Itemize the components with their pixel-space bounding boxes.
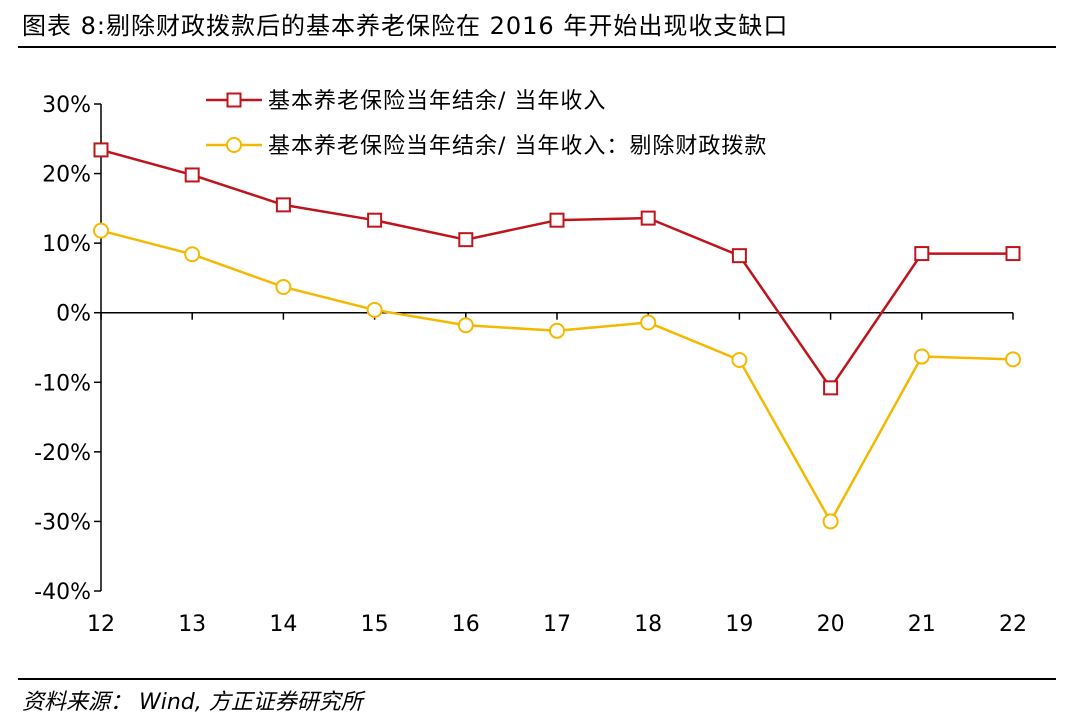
x-tick-label: 21: [908, 612, 936, 637]
data-point-circle: [184, 246, 201, 263]
data-point-circle: [731, 352, 748, 369]
chart-axes: [100, 104, 1013, 591]
data-point-circle: [366, 301, 383, 318]
data-point-square: [914, 246, 930, 262]
title-rule: [18, 46, 1056, 48]
data-point-square: [823, 380, 839, 396]
x-tick-label: 12: [87, 612, 115, 637]
x-tick-label: 16: [452, 612, 480, 637]
chart-ticks: 30% 20% 10% 0% -10% -20% -30% -40% 12 13 14 15 16 17 1…: [34, 93, 1027, 637]
data-point-square: [184, 167, 200, 183]
series-line-1: [100, 148, 1013, 390]
y-tick-label: 20%: [42, 163, 91, 188]
x-tick-label: 19: [725, 612, 753, 637]
x-tick-label: 15: [361, 612, 389, 637]
data-point-circle: [275, 278, 292, 295]
data-point-circle: [1005, 351, 1021, 368]
source-rule: [18, 678, 1056, 680]
x-tick-label: 13: [178, 612, 206, 637]
data-point-square: [1005, 246, 1021, 262]
data-point-square: [640, 210, 656, 226]
data-point-circle: [93, 222, 109, 239]
data-point-circle: [913, 348, 930, 365]
y-tick-label: -10%: [34, 371, 91, 396]
series-line-2: [100, 229, 1014, 523]
data-point-square: [731, 248, 747, 264]
x-tick-label: 22: [999, 612, 1027, 637]
x-tick-label: 17: [543, 612, 571, 637]
y-tick-label: 30%: [42, 93, 91, 118]
legend-label-2: 基本养老保险当年结余/ 当年收入：剔除财政拨款: [268, 134, 767, 159]
y-tick-label: -20%: [34, 441, 91, 466]
chart-series: [93, 142, 1021, 530]
y-tick-label: -40%: [34, 580, 91, 605]
data-point-square: [549, 212, 565, 228]
y-tick-label: -30%: [34, 510, 91, 535]
y-tick-label: 10%: [42, 232, 91, 257]
chart-title: 图表 8:剔除财政拨款后的基本养老保险在 2016 年开始出现收支缺口: [22, 12, 789, 40]
data-point-circle: [640, 314, 657, 331]
legend-label-1: 基本养老保险当年结余/ 当年收入: [268, 89, 606, 114]
x-tick-label: 20: [817, 612, 845, 637]
source-note: 资料来源： Wind, 方正证券研究所: [22, 690, 363, 715]
data-point-square: [93, 142, 109, 158]
x-tick-label: 14: [269, 612, 297, 637]
legend-marker-circle: [226, 137, 242, 153]
line-chart: 30% 20% 10% 0% -10% -20% -30% -40% 12 13 14 15 16 17 1…: [34, 89, 1027, 637]
data-point-circle: [457, 317, 474, 334]
data-point-circle: [822, 513, 839, 530]
data-point-square: [367, 212, 383, 228]
data-point-square: [458, 232, 474, 248]
x-tick-label: 18: [634, 612, 662, 637]
y-tick-label: 0%: [56, 302, 91, 327]
data-point-circle: [549, 322, 565, 339]
legend-marker-square: [226, 92, 242, 108]
data-point-square: [275, 197, 291, 213]
